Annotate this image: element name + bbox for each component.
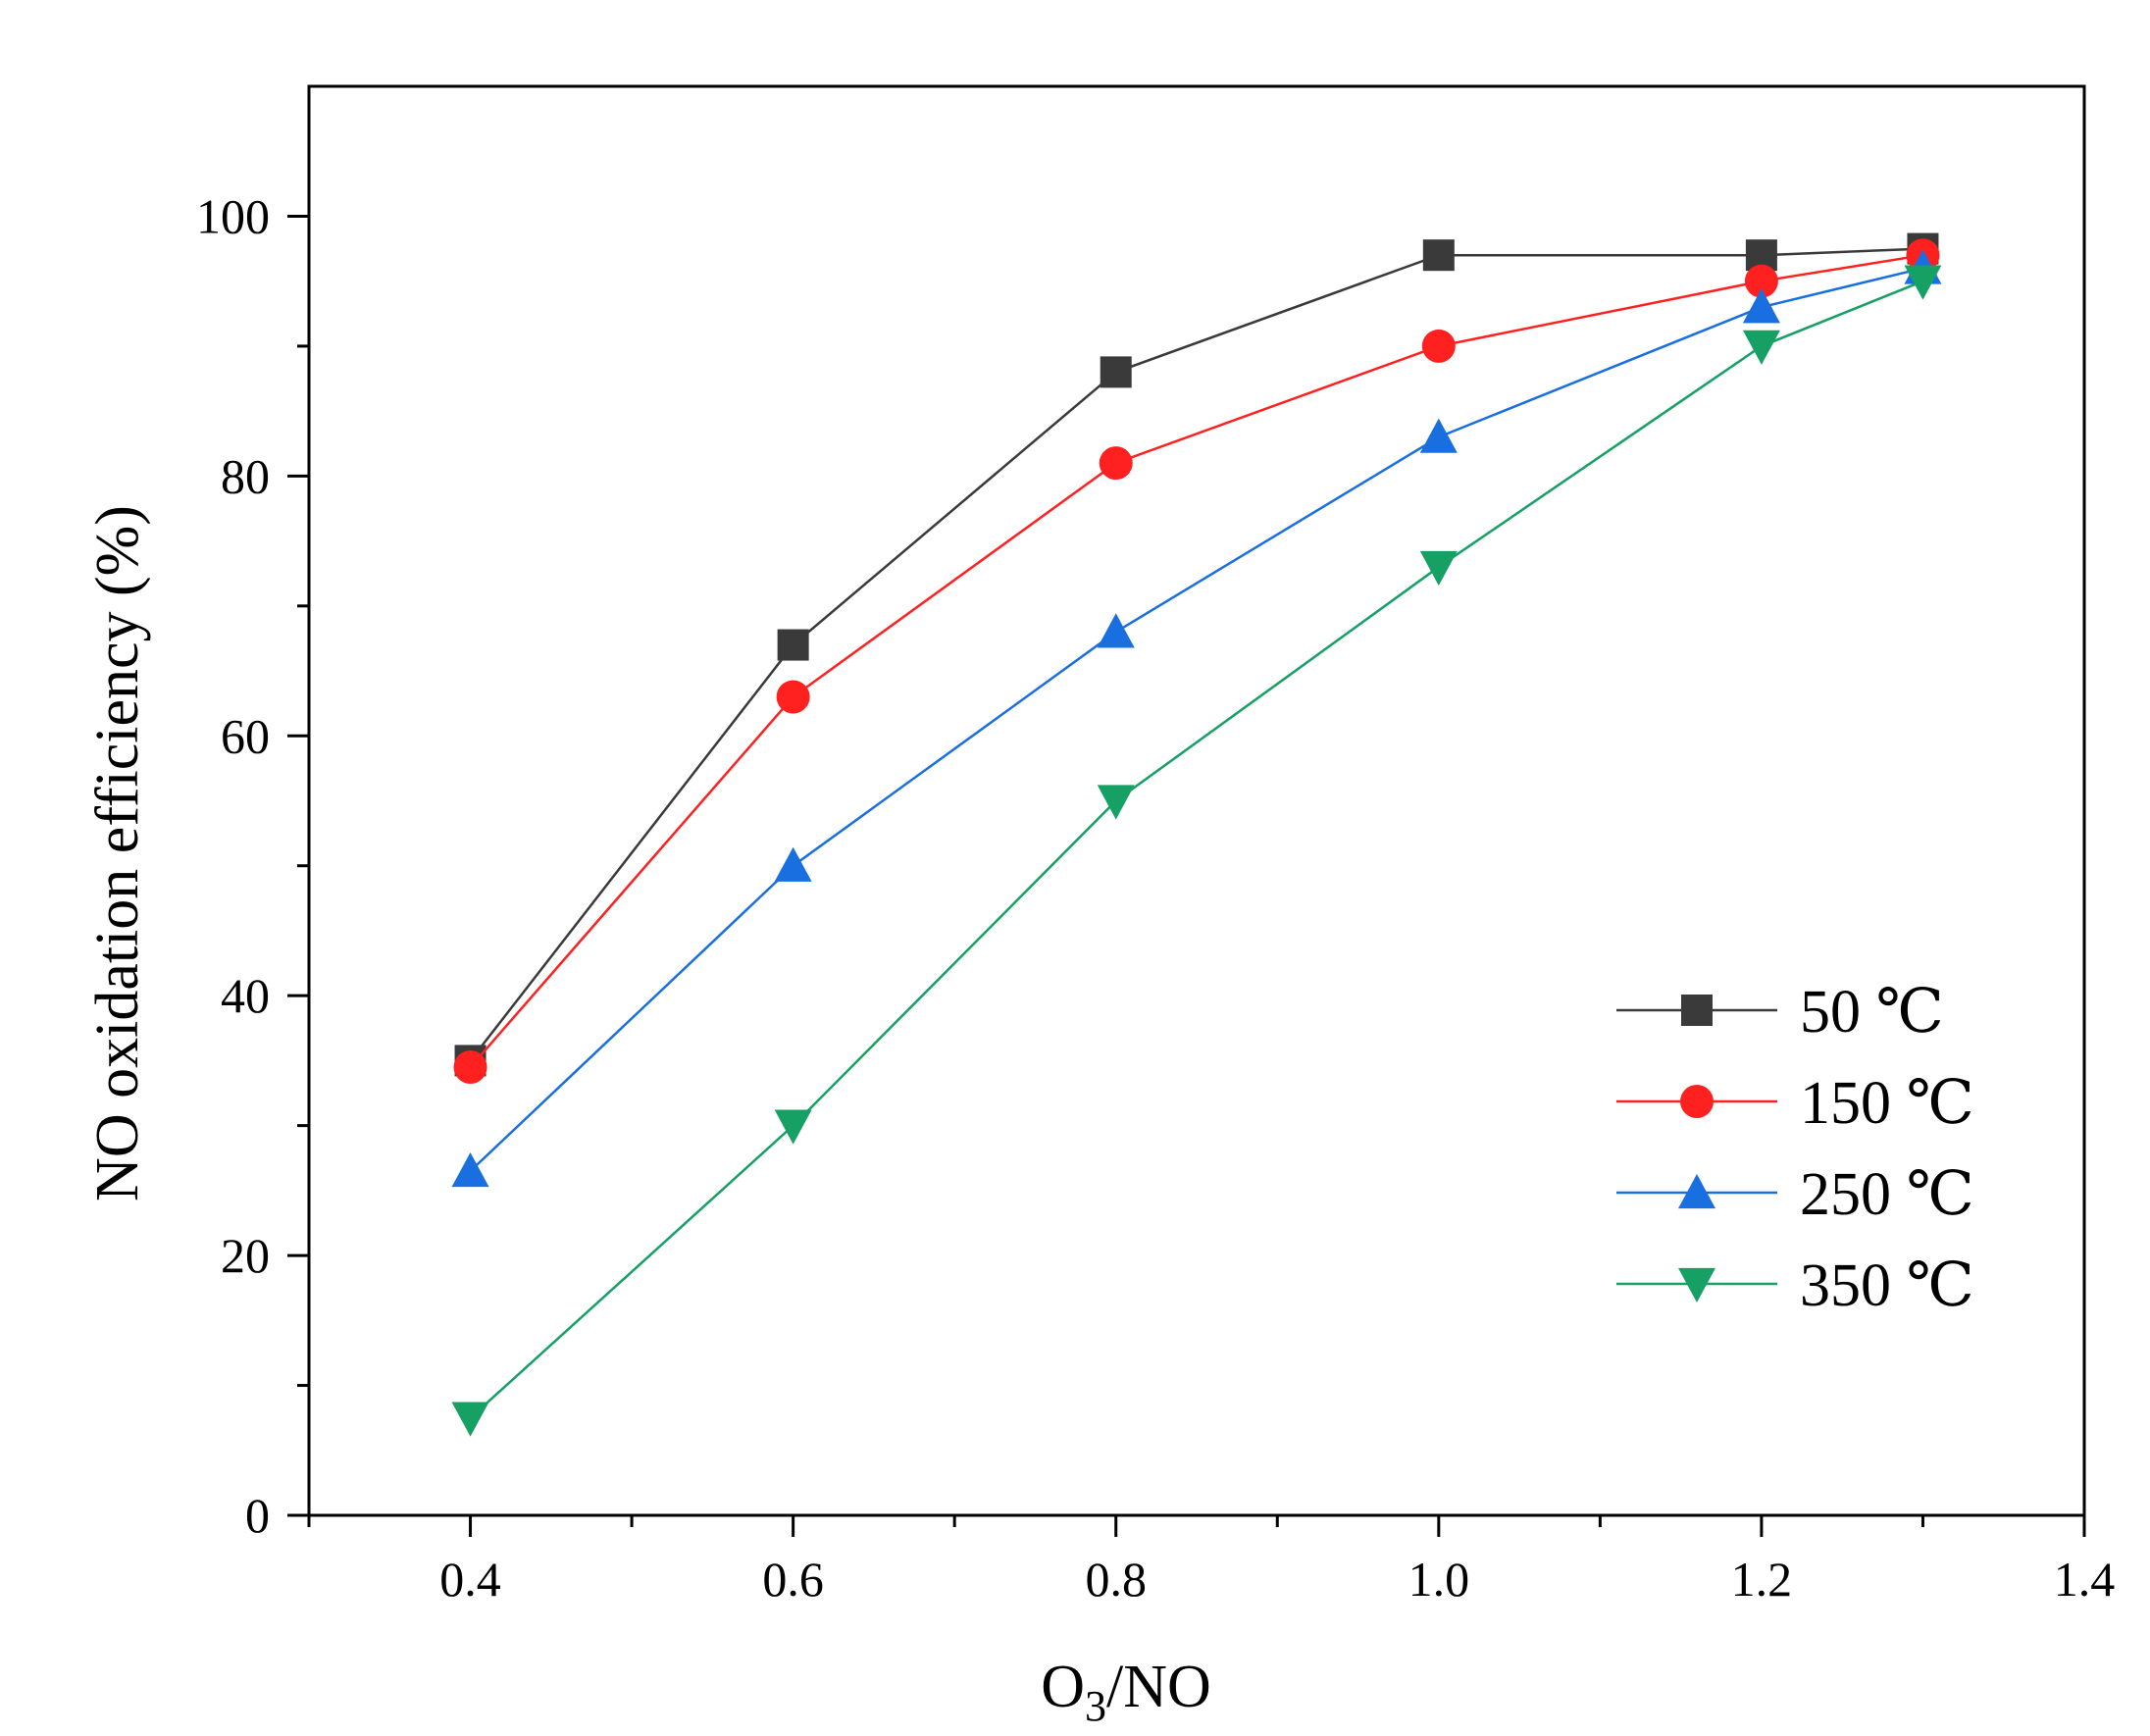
series-line: [469, 253, 1923, 1068]
y-tick-label: 80: [221, 448, 270, 503]
data-point: [1422, 239, 1455, 272]
legend-marker: [1678, 1267, 1715, 1302]
data-point: [1097, 785, 1135, 820]
plot-frame: [307, 84, 2086, 1517]
x-axis-title-suffix: /NO: [1106, 1654, 1211, 1720]
series-layer: [451, 232, 1942, 1437]
series-0: [454, 232, 1939, 1077]
data-point: [1100, 356, 1132, 388]
x-tick-label: 1.0: [1408, 1552, 1470, 1607]
data-point: [777, 629, 809, 661]
legend-item: 150 ℃: [1616, 1070, 1974, 1137]
legend: 50 ℃ 150 ℃ 250 ℃ 350 ℃: [1616, 979, 1974, 1319]
y-tick-label: 100: [196, 188, 270, 243]
y-tick-label: 0: [245, 1488, 270, 1543]
series-line: [469, 247, 1923, 1062]
legend-label: 150 ℃: [1800, 1070, 1974, 1137]
legend-item: 50 ℃: [1616, 979, 1944, 1046]
x-axis-title-subscript: 3: [1085, 1682, 1106, 1730]
data-point: [451, 1402, 489, 1437]
x-axis: 0.4 0.6 0.8 1.0 1.2 1.4: [307, 1515, 2116, 1607]
data-point: [1419, 550, 1458, 587]
x-tick-label: 1.2: [1731, 1552, 1793, 1607]
data-point: [1742, 330, 1780, 365]
y-tick-label: 40: [221, 968, 270, 1023]
data-point: [451, 1151, 489, 1188]
data-point: [1419, 418, 1458, 453]
data-point: [1421, 329, 1456, 363]
legend-marker: [1681, 995, 1713, 1026]
data-point: [1742, 288, 1780, 324]
data-point: [1097, 613, 1135, 648]
legend-item: 350 ℃: [1616, 1252, 1974, 1319]
data-point: [1744, 264, 1778, 298]
plot-border: [307, 84, 2086, 1517]
y-axis-title: NO oxidation efficiency (%): [84, 505, 151, 1201]
data-point: [776, 680, 810, 714]
x-axis-title: O3/NO: [1041, 1654, 1211, 1730]
series-line: [469, 267, 1923, 1172]
x-axis-title-prefix: O: [1041, 1654, 1085, 1720]
legend-label: 350 ℃: [1800, 1252, 1974, 1319]
y-tick-label: 20: [221, 1228, 270, 1283]
series-3: [451, 265, 1942, 1437]
legend-label: 250 ℃: [1800, 1161, 1974, 1228]
series-1: [453, 238, 1940, 1085]
data-point: [774, 1109, 812, 1145]
x-tick-label: 0.4: [439, 1552, 501, 1607]
data-point: [1904, 265, 1942, 300]
data-point: [774, 846, 812, 882]
y-axis: 0 20 40 60 80 100: [196, 188, 309, 1543]
legend-label: 50 ℃: [1800, 979, 1944, 1046]
series-2: [451, 249, 1942, 1188]
x-tick-label: 0.8: [1085, 1552, 1147, 1607]
series-line: [469, 280, 1923, 1419]
data-point: [453, 1050, 487, 1085]
legend-item: 250 ℃: [1616, 1161, 1974, 1228]
legend-marker: [1678, 1174, 1715, 1209]
data-point: [1099, 446, 1133, 481]
y-tick-label: 60: [221, 708, 270, 763]
legend-marker: [1680, 1085, 1714, 1118]
x-tick-label: 0.6: [762, 1552, 824, 1607]
x-tick-label: 1.4: [2054, 1552, 2116, 1607]
